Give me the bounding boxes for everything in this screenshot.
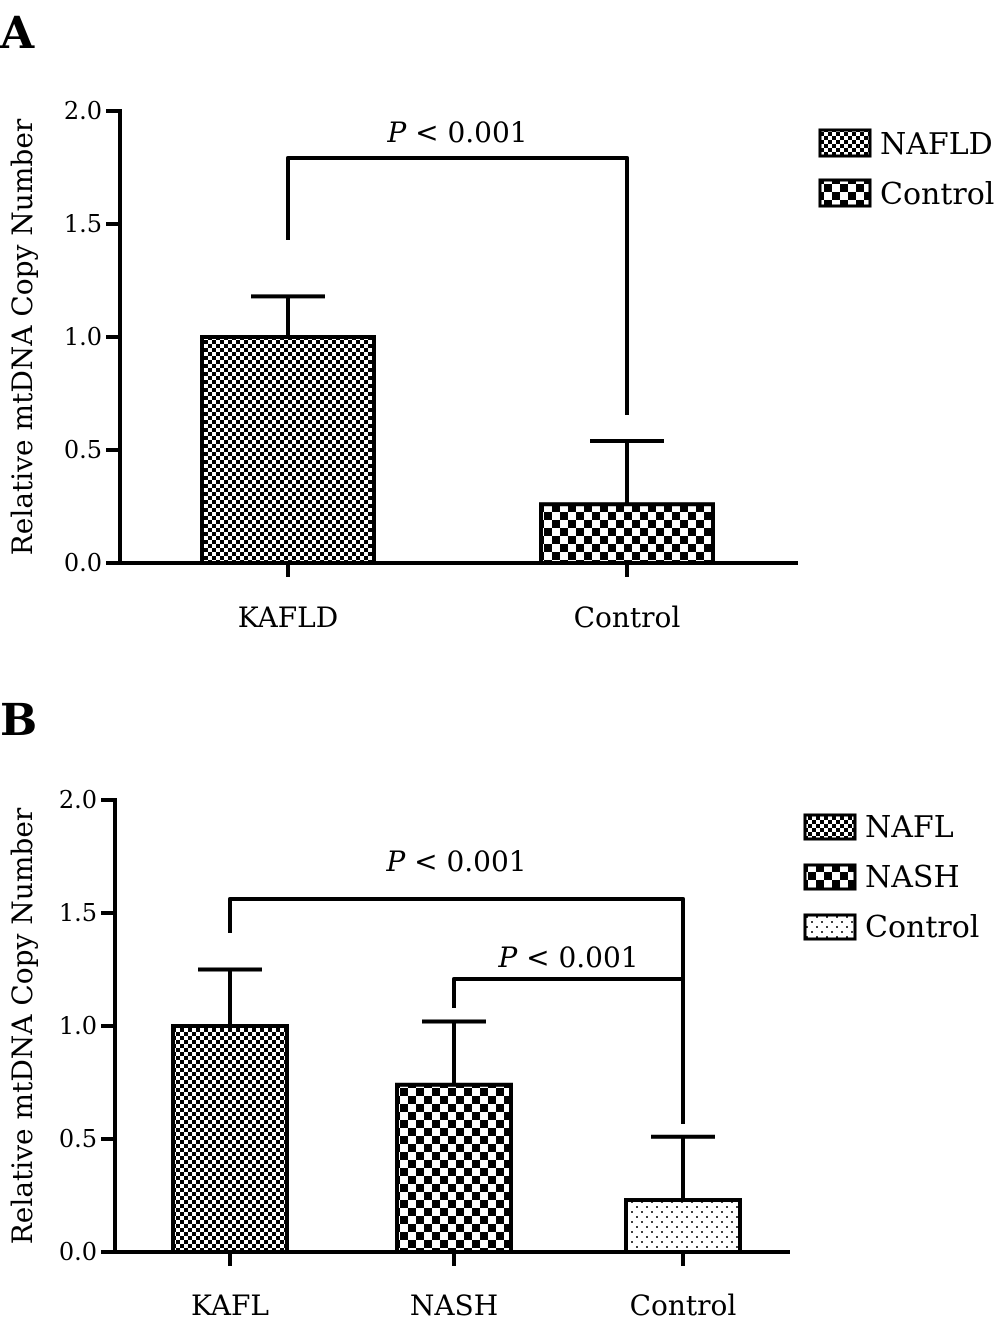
y-tick-label: 0.0	[59, 1238, 97, 1266]
y-tick-label: 1.0	[59, 1012, 97, 1040]
x-category-label: KAFL	[191, 1289, 269, 1322]
y-tick-label: 2.0	[64, 97, 102, 125]
panel-letter-b: B	[0, 695, 37, 746]
significance-bracket	[286, 156, 629, 415]
chart-panel-a: 0.0 0.5 1.0 1.5 2.0 Relative mtDNA Copy Numbe…	[6, 97, 994, 634]
bar	[200, 335, 376, 565]
y-tick-label: 1.5	[59, 899, 97, 927]
bar	[624, 1198, 742, 1255]
y-axis-label: Relative mtDNA Copy Number	[6, 807, 39, 1244]
legend-swatch	[803, 863, 857, 891]
p-value-label: P < 0.001	[386, 116, 527, 149]
x-category-label: KAFLD	[238, 601, 338, 634]
legend-label: Control	[865, 910, 979, 945]
legend-swatch	[818, 128, 872, 158]
y-tick-label: 1.5	[64, 210, 102, 238]
panel-letter-a: A	[0, 8, 35, 59]
legend-swatch	[803, 813, 857, 841]
bar	[539, 502, 715, 565]
y-axis-label: Relative mtDNA Copy Number	[6, 118, 39, 555]
y-tick-label: 2.0	[59, 786, 97, 814]
y-tick-label: 0.0	[64, 549, 102, 577]
y-tick-label: 0.5	[59, 1125, 97, 1153]
bar	[395, 1082, 513, 1255]
legend-swatch	[803, 913, 857, 941]
chart-panel-b: 0.0 0.5 1.0 1.5 2.0 Relative mtDNA Copy Numbe…	[6, 786, 979, 1322]
y-tick-label: 1.0	[64, 323, 102, 351]
p-value-label: P < 0.001	[385, 845, 526, 878]
significance-bracket	[452, 977, 685, 1107]
p-value-label: P < 0.001	[497, 941, 638, 974]
legend-label: NASH	[865, 860, 960, 895]
x-category-label: Control	[630, 1289, 737, 1322]
x-category-label: Control	[574, 601, 681, 634]
legend-swatch	[818, 178, 872, 208]
x-category-label: NASH	[410, 1289, 498, 1322]
legend-label: NAFL	[865, 810, 954, 845]
legend-label: Control	[880, 177, 994, 212]
bar	[171, 1024, 289, 1254]
legend-label: NAFLD	[880, 127, 993, 162]
y-tick-label: 0.5	[64, 436, 102, 464]
